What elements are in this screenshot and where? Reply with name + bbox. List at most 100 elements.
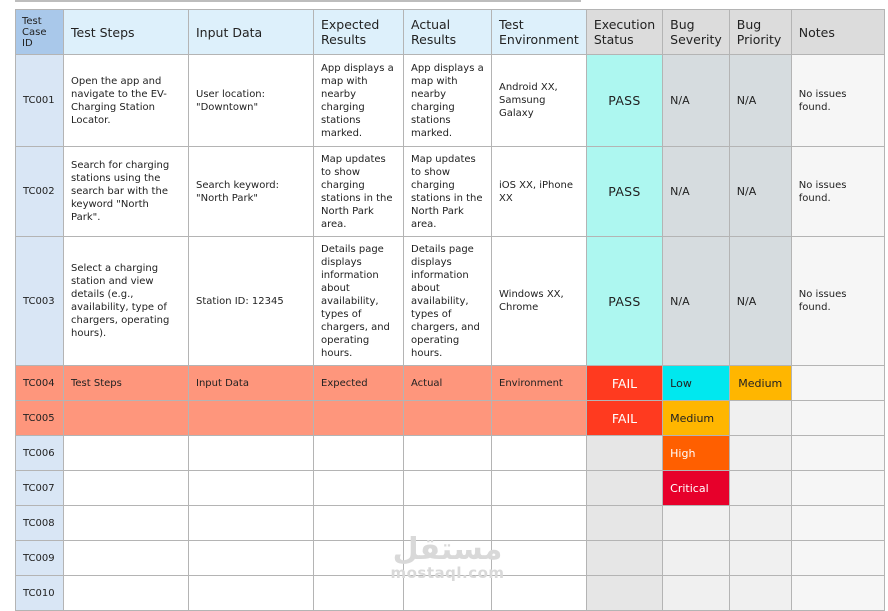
cell-status[interactable]: FAIL <box>585 365 664 401</box>
cell-severity[interactable]: High <box>662 435 730 471</box>
cell-id[interactable]: TC003 <box>15 236 64 366</box>
cell-environment[interactable] <box>491 575 587 611</box>
cell-input[interactable]: User location: "Downtown" <box>188 54 314 147</box>
cell-expected[interactable]: Map updates to show charging stations in… <box>313 146 404 237</box>
cell-actual[interactable] <box>403 575 492 611</box>
cell-priority[interactable]: Medium <box>728 365 792 401</box>
cell-id[interactable]: TC007 <box>15 470 64 506</box>
cell-status[interactable] <box>585 575 664 611</box>
cell-steps[interactable]: Test Steps <box>63 365 189 401</box>
cell-environment[interactable] <box>491 505 587 541</box>
cell-input[interactable]: Station ID: 12345 <box>188 236 314 366</box>
cell-expected[interactable] <box>313 540 404 576</box>
cell-steps[interactable] <box>63 435 189 471</box>
cell-input[interactable] <box>188 575 314 611</box>
cell-priority[interactable]: N/A <box>728 146 792 237</box>
cell-severity[interactable]: Low <box>662 365 730 401</box>
cell-notes[interactable] <box>790 400 885 436</box>
cell-notes[interactable]: No issues found. <box>790 146 885 237</box>
cell-environment[interactable] <box>491 435 587 471</box>
cell-id[interactable]: TC010 <box>15 575 64 611</box>
cell-severity[interactable] <box>662 505 730 541</box>
cell-environment[interactable]: Android XX, Samsung Galaxy <box>491 54 587 147</box>
cell-expected[interactable]: App displays a map with nearby charging … <box>313 54 404 147</box>
cell-id[interactable]: TC006 <box>15 435 64 471</box>
cell-environment[interactable] <box>491 400 587 436</box>
cell-steps[interactable] <box>63 505 189 541</box>
cell-expected[interactable] <box>313 575 404 611</box>
cell-status[interactable]: PASS <box>585 146 664 237</box>
cell-priority[interactable] <box>728 400 792 436</box>
cell-environment[interactable]: iOS XX, iPhone XX <box>491 146 587 237</box>
cell-severity[interactable]: Critical <box>662 470 730 506</box>
cell-actual[interactable]: Details page displays information about … <box>403 236 492 366</box>
cell-id[interactable]: TC009 <box>15 540 64 576</box>
cell-priority[interactable] <box>728 435 792 471</box>
cell-environment[interactable] <box>491 540 587 576</box>
cell-actual[interactable] <box>403 470 492 506</box>
cell-actual[interactable]: App displays a map with nearby charging … <box>403 54 492 147</box>
cell-input[interactable]: Input Data <box>188 365 314 401</box>
cell-notes[interactable] <box>790 365 885 401</box>
cell-environment[interactable] <box>491 470 587 506</box>
cell-expected[interactable] <box>313 400 404 436</box>
cell-input[interactable] <box>188 505 314 541</box>
cell-notes[interactable] <box>790 540 885 576</box>
cell-id[interactable]: TC005 <box>15 400 64 436</box>
cell-notes[interactable] <box>790 505 885 541</box>
cell-status[interactable] <box>585 470 664 506</box>
cell-input[interactable] <box>188 400 314 436</box>
cell-notes[interactable]: No issues found. <box>790 54 885 147</box>
cell-steps[interactable] <box>63 470 189 506</box>
cell-expected[interactable]: Expected <box>313 365 404 401</box>
cell-expected[interactable] <box>313 470 404 506</box>
cell-environment[interactable]: Environment <box>491 365 587 401</box>
cell-expected[interactable] <box>313 435 404 471</box>
cell-actual[interactable]: Map updates to show charging stations in… <box>403 146 492 237</box>
cell-steps[interactable]: Search for charging stations using the s… <box>63 146 189 237</box>
cell-steps[interactable]: Select a charging station and view detai… <box>63 236 189 366</box>
cell-priority[interactable] <box>728 505 792 541</box>
cell-actual[interactable] <box>403 505 492 541</box>
cell-steps[interactable] <box>63 400 189 436</box>
cell-steps[interactable] <box>63 575 189 611</box>
cell-input[interactable] <box>188 435 314 471</box>
cell-priority[interactable] <box>728 470 792 506</box>
cell-actual[interactable] <box>403 400 492 436</box>
cell-priority[interactable] <box>728 540 792 576</box>
cell-id[interactable]: TC001 <box>15 54 64 147</box>
cell-notes[interactable] <box>790 575 885 611</box>
cell-status[interactable]: PASS <box>585 236 664 366</box>
cell-status[interactable]: FAIL <box>585 400 664 436</box>
cell-notes[interactable] <box>790 470 885 506</box>
cell-steps[interactable] <box>63 540 189 576</box>
cell-priority[interactable]: N/A <box>728 54 792 147</box>
cell-priority[interactable]: N/A <box>728 236 792 366</box>
cell-steps[interactable]: Open the app and navigate to the EV-Char… <box>63 54 189 147</box>
cell-severity[interactable] <box>662 540 730 576</box>
cell-actual[interactable] <box>403 435 492 471</box>
cell-status[interactable]: PASS <box>585 54 664 147</box>
cell-notes[interactable] <box>790 435 885 471</box>
cell-priority[interactable] <box>728 575 792 611</box>
cell-severity[interactable]: N/A <box>662 146 730 237</box>
cell-status[interactable] <box>585 505 664 541</box>
cell-environment[interactable]: Windows XX, Chrome <box>491 236 587 366</box>
cell-id[interactable]: TC004 <box>15 365 64 401</box>
cell-notes[interactable]: No issues found. <box>790 236 885 366</box>
cell-actual[interactable]: Actual <box>403 365 492 401</box>
cell-id[interactable]: TC008 <box>15 505 64 541</box>
cell-actual[interactable] <box>403 540 492 576</box>
cell-input[interactable] <box>188 540 314 576</box>
cell-id[interactable]: TC002 <box>15 146 64 237</box>
cell-severity[interactable]: Medium <box>662 400 730 436</box>
cell-expected[interactable] <box>313 505 404 541</box>
cell-severity[interactable]: N/A <box>662 236 730 366</box>
cell-input[interactable]: Search keyword: "North Park" <box>188 146 314 237</box>
cell-status[interactable] <box>585 540 664 576</box>
cell-status[interactable] <box>585 435 664 471</box>
cell-severity[interactable] <box>662 575 730 611</box>
cell-severity[interactable]: N/A <box>662 54 730 147</box>
cell-expected[interactable]: Details page displays information about … <box>313 236 404 366</box>
cell-input[interactable] <box>188 470 314 506</box>
